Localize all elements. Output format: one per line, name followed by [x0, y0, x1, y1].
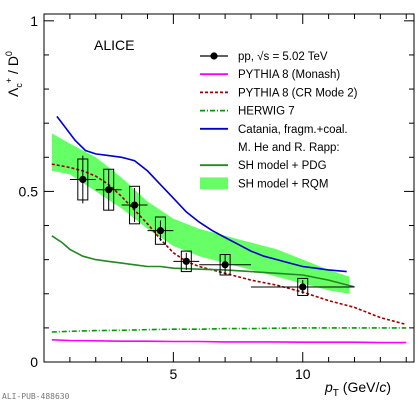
y-tick-label: 0.5 — [19, 183, 39, 199]
x-tick-label: 10 — [295, 366, 311, 382]
experiment-label: ALICE — [94, 37, 134, 53]
svg-text:Λc+ / D0: Λc+ / D0 — [4, 51, 24, 97]
legend-label-monash: PYTHIA 8 (Monash) — [238, 69, 340, 81]
data-point — [105, 186, 113, 194]
legend-label-data: pp, √s = 5.02 TeV — [238, 50, 328, 63]
legend: pp, √s = 5.02 TeV PYTHIA 8 (Monash) PYTHIA… — [200, 50, 358, 190]
plot-frame — [43, 13, 415, 363]
legend-marker-point — [210, 52, 218, 60]
legend-label-herwig: HERWIG 7 — [238, 106, 295, 118]
data-point — [130, 201, 139, 209]
legend-label-cr2: PYTHIA 8 (CR Mode 2) — [238, 87, 358, 99]
y-axis-title: Λc+ / D0 — [4, 51, 24, 97]
legend-label-shrqm: SH model + RQM — [238, 178, 328, 190]
y-tick-label: 0 — [30, 354, 38, 370]
svg-text:pT (GeV/c): pT (GeV/c) — [324, 379, 391, 399]
series-line-herwig — [51, 327, 407, 333]
series-line-shpdg — [51, 235, 355, 288]
points-layer — [69, 155, 355, 296]
data-point — [156, 227, 165, 235]
legend-label-catania: Catania, fragm.+coal. — [238, 124, 348, 136]
legend-marker-band — [200, 177, 228, 190]
legend-label-rapp_header: M. He and R. Rapp: — [238, 142, 340, 154]
band-sh-rqm — [51, 133, 350, 294]
series-line-catania — [56, 115, 347, 273]
x-axis-title: pT (GeV/c) — [324, 379, 391, 399]
data-point — [299, 283, 307, 291]
y-tick-label: 1 — [30, 13, 38, 29]
footer-label: ALI-PUB-488630 — [2, 392, 70, 401]
legend-label-shpdg: SH model + PDG — [238, 160, 327, 172]
data-point — [79, 175, 87, 184]
data-point — [221, 261, 229, 269]
series-line-monash — [51, 339, 407, 344]
x-tick-label: 5 — [169, 366, 177, 382]
axes-layer: 5 10 0 0.5 1 — [19, 13, 414, 382]
data-point — [182, 257, 190, 265]
series-layer — [51, 115, 407, 344]
band-layer — [51, 133, 350, 294]
